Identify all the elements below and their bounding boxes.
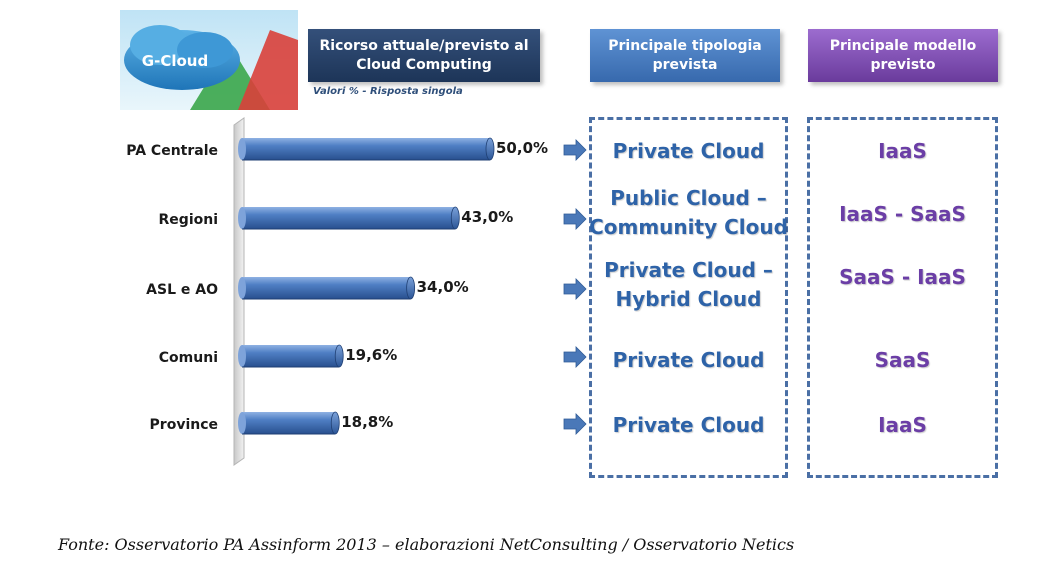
typology-row-province: Private Cloud bbox=[612, 412, 765, 437]
model-row-asl: SaaS - IaaS bbox=[839, 264, 966, 289]
value-label-regioni: 43,0% bbox=[461, 208, 513, 226]
bar-province bbox=[238, 411, 340, 435]
model-dashed-box bbox=[807, 117, 998, 478]
category-label-comuni: Comuni bbox=[159, 350, 218, 366]
arrow-right-icon bbox=[563, 413, 587, 435]
typology-row-regioni: Public Cloud – Community Cloud bbox=[589, 186, 788, 239]
arrow-right-icon bbox=[563, 278, 587, 300]
typology-dashed-box bbox=[589, 117, 788, 478]
bar-asl-e-ao bbox=[238, 276, 416, 300]
typology-row-comuni: Private Cloud bbox=[612, 347, 765, 372]
model-row-comuni: SaaS bbox=[874, 347, 931, 372]
category-label-province: Province bbox=[150, 417, 218, 433]
bar-comuni bbox=[238, 344, 344, 368]
typology-row-pa-centrale: Private Cloud bbox=[612, 138, 765, 163]
g-cloud-logo: G-Cloud bbox=[120, 10, 298, 110]
bar-chart: PA Centrale 50,0% Regioni 43,0% ASL e AO 34,0… bbox=[126, 117, 587, 466]
logo-text: G-Cloud bbox=[142, 52, 208, 70]
values-note: Valori % - Risposta singola bbox=[313, 86, 463, 97]
value-label-pa-centrale: 50,0% bbox=[496, 139, 548, 157]
bar-pa-centrale bbox=[238, 137, 495, 161]
category-label-asl-e-ao: ASL e AO bbox=[146, 282, 218, 298]
arrow-right-icon bbox=[563, 346, 587, 368]
model-row-province: IaaS bbox=[878, 412, 927, 437]
value-label-province: 18,8% bbox=[341, 413, 393, 431]
arrow-right-icon bbox=[563, 139, 587, 161]
model-row-regioni: IaaS - SaaS bbox=[839, 201, 966, 226]
header-resource: Ricorso attuale/previsto al Cloud Comput… bbox=[308, 29, 540, 82]
header-typology: Principale tipologia prevista bbox=[590, 29, 780, 82]
value-label-asl-e-ao: 34,0% bbox=[417, 278, 469, 296]
model-row-pa-centrale: IaaS bbox=[878, 138, 927, 163]
category-label-pa-centrale: PA Centrale bbox=[126, 143, 218, 159]
category-label-regioni: Regioni bbox=[159, 212, 218, 228]
header-model: Principale modello previsto bbox=[808, 29, 998, 82]
source-caption: Fonte: Osservatorio PA Assinform 2013 – … bbox=[58, 535, 795, 554]
typology-row-asl: Private Cloud – Hybrid Cloud bbox=[604, 258, 773, 311]
arrow-right-icon bbox=[563, 208, 587, 230]
value-label-comuni: 19,6% bbox=[345, 346, 397, 364]
bar-regioni bbox=[238, 206, 460, 230]
